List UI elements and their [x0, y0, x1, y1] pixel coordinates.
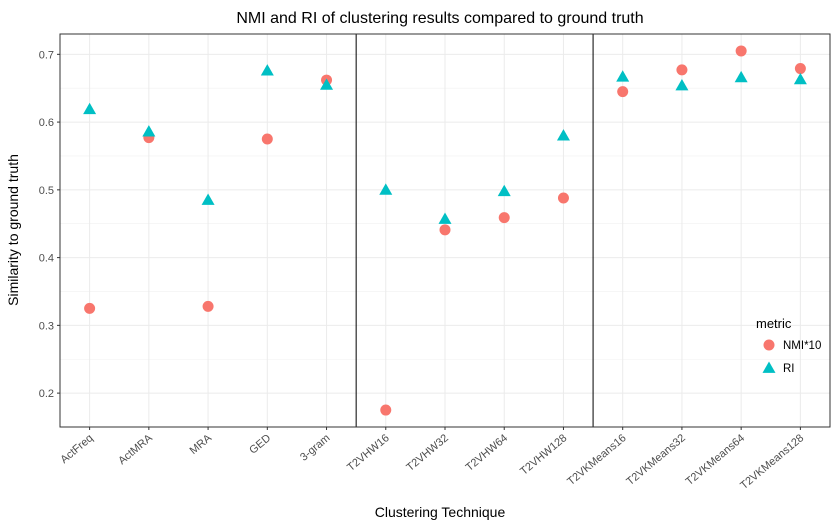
- x-tick-label: T2VHW32: [404, 432, 451, 474]
- point-nmi: [498, 212, 510, 224]
- y-axis-ticks: 0.2 0.3 0.4 0.5 0.6 0.7: [39, 49, 60, 400]
- point-nmi: [794, 63, 806, 75]
- x-tick-label: T2VKMeans128: [738, 432, 806, 492]
- legend-label: RI: [783, 363, 795, 375]
- point-nmi: [617, 86, 629, 98]
- point-ri: [616, 70, 630, 82]
- group-separators: [355, 34, 594, 427]
- point-ri: [734, 70, 748, 83]
- chart-title: NMI and RI of clustering results compare…: [236, 10, 643, 27]
- point-ri: [497, 184, 511, 197]
- x-tick-label: T2VKMeans64: [684, 432, 747, 488]
- y-tick-label: 0.5: [39, 185, 54, 197]
- point-ri: [201, 193, 215, 205]
- y-tick-label: 0.2: [39, 388, 54, 400]
- x-tick-label: T2VKMeans16: [565, 432, 628, 488]
- point-nmi: [676, 64, 688, 76]
- x-axis-label: Clustering Technique: [375, 504, 506, 520]
- point-nmi: [202, 300, 214, 312]
- point-ri: [379, 183, 393, 195]
- point-nmi: [735, 45, 747, 57]
- point-ri: [142, 125, 156, 137]
- point-nmi: [439, 224, 451, 236]
- y-tick-label: 0.4: [39, 253, 54, 265]
- legend-key-nmi: [763, 339, 775, 351]
- point-nmi: [380, 404, 392, 416]
- point-ri: [260, 64, 274, 76]
- x-tick-label: T2VKMeans32: [624, 432, 687, 488]
- legend: metric NMI*10 RI: [756, 316, 821, 375]
- legend-title: metric: [756, 316, 792, 331]
- point-nmi: [557, 192, 569, 204]
- point-ri: [438, 212, 452, 224]
- y-axis-label: Similarity to ground truth: [5, 154, 21, 306]
- point-nmi: [261, 133, 273, 145]
- point-ri: [675, 78, 689, 91]
- x-tick-label: T2VHW16: [345, 432, 392, 474]
- x-tick-label: MRA: [188, 432, 215, 457]
- data-points: [83, 45, 807, 416]
- x-axis-ticks: ActFreq ActMRA MRA GED 3-gram T2VHW16 T2VHW32 T…: [58, 427, 806, 492]
- legend-label: NMI*10: [783, 340, 821, 352]
- x-tick-label: T2VHW64: [464, 432, 511, 474]
- x-tick-label: ActFreq: [58, 432, 95, 466]
- x-tick-label: T2VHW128: [518, 432, 569, 478]
- point-ri: [793, 72, 807, 85]
- y-tick-label: 0.7: [39, 49, 54, 61]
- y-tick-label: 0.3: [39, 320, 54, 332]
- point-ri: [556, 129, 570, 141]
- legend-key-ri: [762, 361, 776, 373]
- x-tick-label: 3-gram: [298, 432, 332, 464]
- point-ri: [320, 78, 334, 90]
- x-tick-label: GED: [247, 432, 273, 457]
- x-tick-label: ActMRA: [116, 432, 155, 468]
- point-nmi: [84, 302, 96, 314]
- point-ri: [83, 102, 97, 115]
- y-tick-label: 0.6: [39, 117, 54, 129]
